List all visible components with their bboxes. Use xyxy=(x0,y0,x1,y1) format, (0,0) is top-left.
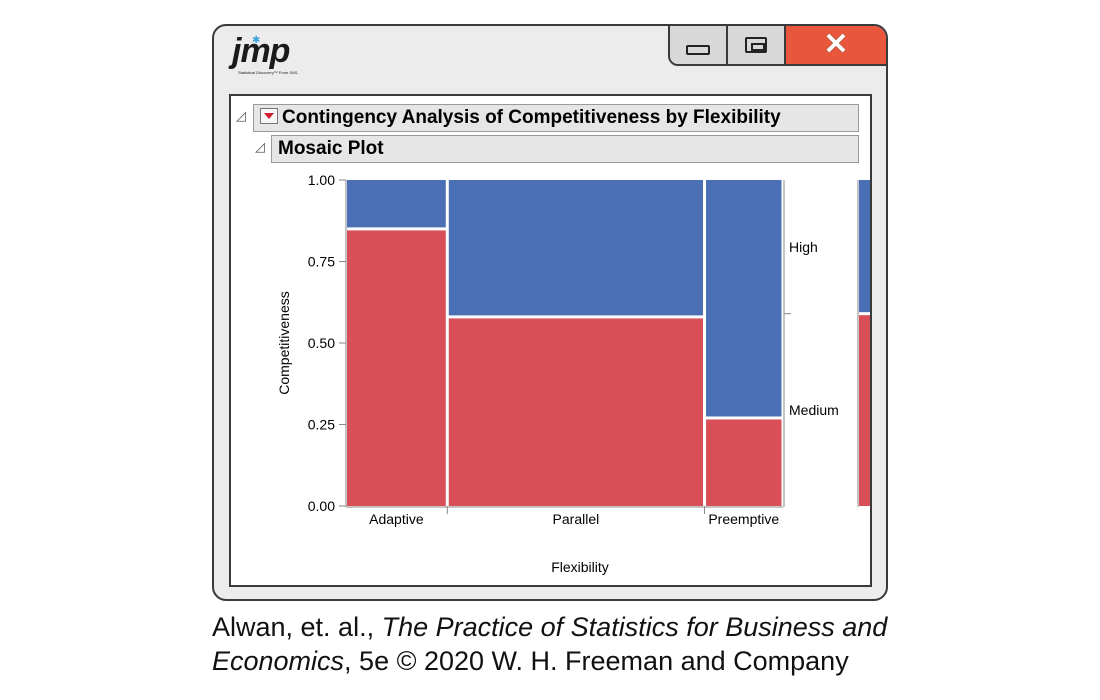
close-button[interactable]: ✕ xyxy=(786,26,886,64)
red-triangle-menu-icon[interactable] xyxy=(260,107,278,124)
window-controls: ✕ xyxy=(668,26,886,66)
y-tick-label: 0.25 xyxy=(308,417,335,433)
y-tick-label: 1.00 xyxy=(308,172,335,188)
jmp-window: jmp ✱ Statistical Discovery™ From SAS. ✕… xyxy=(212,24,888,601)
jmp-logo: jmp ✱ Statistical Discovery™ From SAS. xyxy=(232,34,302,78)
y-tick-label: 0.00 xyxy=(308,498,335,514)
section-header: Mosaic Plot xyxy=(271,135,859,163)
caption-authors: Alwan, et. al., xyxy=(212,612,382,642)
x-tick-label: Adaptive xyxy=(369,511,424,527)
mosaic-cell-high-preemptive xyxy=(706,180,782,417)
mosaic-cell-medium-parallel xyxy=(448,318,704,506)
legend-label-high: High xyxy=(789,239,818,255)
maximize-button[interactable] xyxy=(728,26,786,64)
disclosure-triangle-icon[interactable]: ◿ xyxy=(236,108,246,123)
mosaic-cell-medium-adaptive xyxy=(347,230,446,506)
mosaic-cell-high-adaptive xyxy=(347,180,446,228)
y-axis-title: Competitiveness xyxy=(276,291,292,395)
x-axis-title: Flexibility xyxy=(551,559,609,575)
legend-label-medium: Medium xyxy=(789,402,839,418)
maximize-icon xyxy=(745,37,767,53)
minimize-icon xyxy=(686,45,710,55)
mosaic-cell-high-parallel xyxy=(448,180,704,316)
mosaic-cell-medium-preemptive xyxy=(706,419,782,506)
report-panel: ◿ Contingency Analysis of Competitivenes… xyxy=(229,94,872,587)
figure-caption: Alwan, et. al., The Practice of Statisti… xyxy=(212,610,887,678)
disclosure-triangle-icon[interactable]: ◿ xyxy=(255,139,265,154)
outline-header: Contingency Analysis of Competitiveness … xyxy=(253,104,859,132)
logo-spark-icon: ✱ xyxy=(252,35,261,46)
caption-line-1: Alwan, et. al., The Practice of Statisti… xyxy=(212,610,887,644)
caption-line-2: Economics, 5e © 2020 W. H. Freeman and C… xyxy=(212,644,887,678)
logo-subtext: Statistical Discovery™ From SAS. xyxy=(238,70,299,75)
close-icon: ✕ xyxy=(823,28,849,61)
y-tick-label: 0.50 xyxy=(308,335,335,351)
outline-title: Contingency Analysis of Competitiveness … xyxy=(282,107,781,128)
caption-book-title: The Practice of Statistics for Business … xyxy=(381,612,888,642)
x-tick-label: Parallel xyxy=(553,511,600,527)
logo-text: jmp xyxy=(232,32,290,70)
x-tick-label: Preemptive xyxy=(708,511,779,527)
marginal-bar-high xyxy=(859,180,870,313)
marginal-bar-medium xyxy=(859,315,870,506)
caption-edition: , 5e © 2020 W. H. Freeman and Company xyxy=(344,646,849,676)
mosaic-plot: Adaptive Parallel Preemptive 0.00 0.25 0.50 0.… xyxy=(276,172,870,575)
caption-book-title-cont: Economics xyxy=(212,646,345,676)
y-tick-label: 0.75 xyxy=(308,254,335,270)
section-title: Mosaic Plot xyxy=(278,138,384,159)
minimize-button[interactable] xyxy=(670,26,728,64)
